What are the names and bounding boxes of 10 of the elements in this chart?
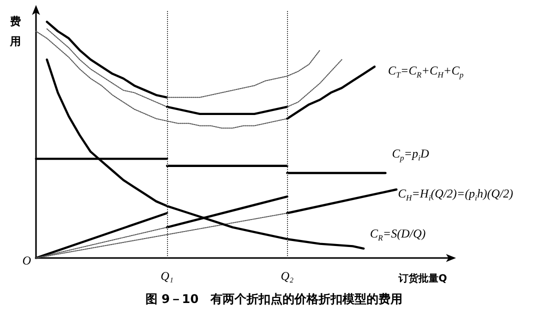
x-tick-label: Q₁ bbox=[160, 269, 174, 283]
annotation: C$_{T}$=C$_{R}$+C$_{H}$+C$_{p}$ bbox=[388, 63, 464, 80]
text: O bbox=[22, 253, 31, 268]
annotation: C$_{H}$=H$_{i}$(Q/2)=(p$_{i}$h)(Q/2) bbox=[398, 186, 514, 203]
text: 图 9－10 有两个折扣点的价格折扣模型的费用 bbox=[144, 291, 404, 308]
annotation: C$_{R}$=S(D/Q) bbox=[370, 226, 426, 243]
y-axis-title: 费用 bbox=[10, 14, 22, 50]
x-axis-title: 订货批量Q bbox=[397, 272, 447, 284]
x-tick-label: Q₂ bbox=[280, 269, 294, 283]
annotation: C$_{p}$=p$_{i}$D bbox=[392, 146, 430, 163]
